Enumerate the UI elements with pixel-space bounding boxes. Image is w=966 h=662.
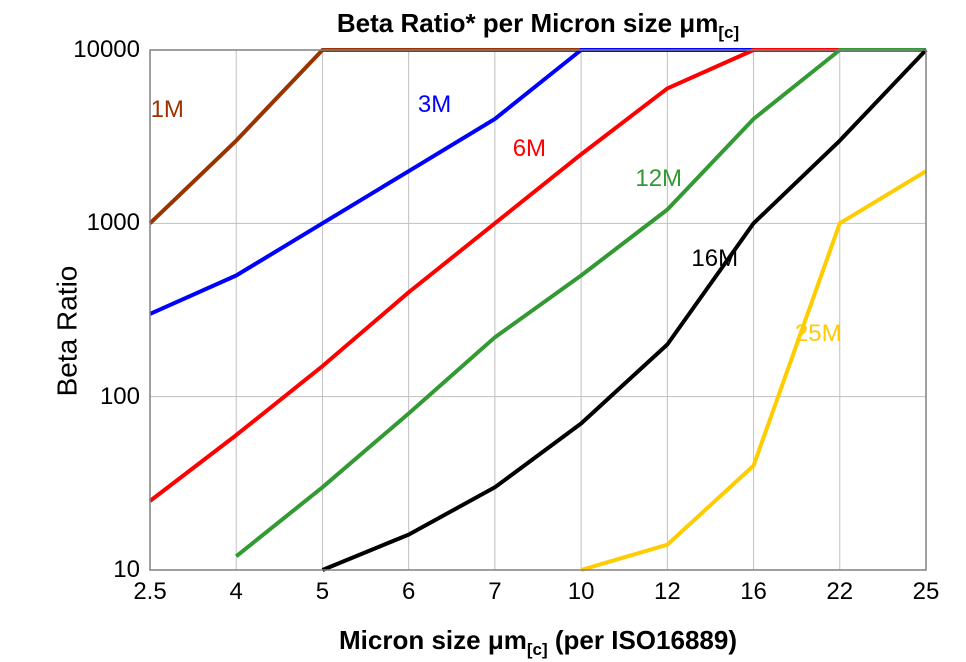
plot-area: 2.545671012162225101001000100001M3M6M12M…	[150, 50, 926, 570]
x-tick-label: 4	[230, 578, 243, 606]
title-symbol: μ	[679, 8, 695, 38]
chart-title: Beta Ratio* per Micron size μm[c]	[150, 8, 926, 43]
y-tick-label: 10	[113, 556, 140, 584]
series-label-3M: 3M	[418, 91, 451, 119]
x-tick-label: 10	[568, 578, 595, 606]
x-tick-label: 5	[316, 578, 329, 606]
x-tick-label: 7	[488, 578, 501, 606]
xlabel-text-2: (per ISO16889)	[548, 625, 737, 655]
plot-svg	[150, 50, 926, 570]
title-text-1: Beta Ratio* per Micron size	[337, 8, 679, 38]
y-axis-label: Beta Ratio	[51, 266, 83, 397]
series-label-6M: 6M	[513, 135, 546, 163]
x-tick-label: 12	[654, 578, 681, 606]
x-tick-label: 6	[402, 578, 415, 606]
xlabel-text-1: Micron size	[339, 625, 488, 655]
y-tick-label: 100	[100, 383, 140, 411]
x-axis-label: Micron size μm[c] (per ISO16889)	[150, 625, 926, 660]
series-label-12M: 12M	[635, 165, 682, 193]
xlabel-symbol: μ	[488, 625, 504, 655]
series-label-1M: 1M	[151, 96, 184, 124]
x-tick-label: 16	[740, 578, 767, 606]
y-tick-label: 10000	[73, 36, 140, 64]
chart-container: Beta Ratio* per Micron size μm[c] Beta R…	[0, 0, 966, 662]
xlabel-sub: [c]	[527, 640, 548, 659]
y-tick-label: 1000	[87, 209, 140, 237]
series-label-25M: 25M	[795, 320, 842, 348]
title-m: m	[695, 8, 718, 38]
series-label-16M: 16M	[691, 245, 738, 273]
xlabel-m: m	[504, 625, 527, 655]
x-tick-label: 22	[826, 578, 853, 606]
x-tick-label: 25	[913, 578, 940, 606]
title-sub: [c]	[718, 23, 739, 42]
